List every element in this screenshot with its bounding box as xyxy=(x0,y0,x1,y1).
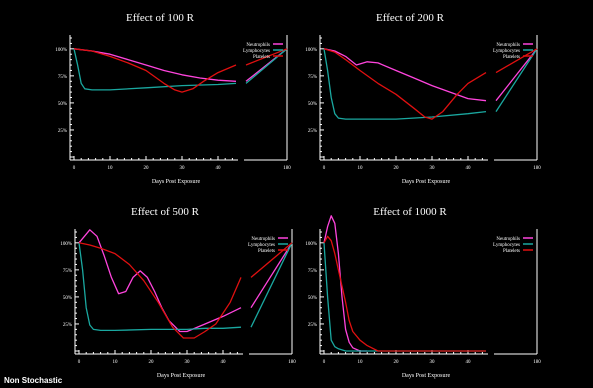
x-axis-label: Days Post Exposure xyxy=(152,179,201,185)
x-tick-label: 20 xyxy=(394,360,400,365)
series-tail-platelets xyxy=(245,48,288,66)
legend-label: Platelets xyxy=(253,55,270,60)
y-tick-label: 50% xyxy=(308,296,317,301)
series-line-platelets xyxy=(78,242,242,339)
x-tick-label: 20 xyxy=(149,360,155,365)
y-tick-label: 100% xyxy=(55,48,67,53)
x-axis-label: Days Post Exposure xyxy=(402,179,451,185)
series-line-platelets xyxy=(323,48,487,120)
x-tick-label: 180 xyxy=(283,166,291,171)
legend-label: Platelets xyxy=(258,249,275,254)
y-tick-label: 75% xyxy=(58,75,67,80)
chart-title: Effect of 100 R xyxy=(126,12,195,24)
x-tick-label: 20 xyxy=(144,166,150,171)
series-tail-platelets xyxy=(495,48,538,74)
x-tick-label: 40 xyxy=(466,166,472,171)
x-tick-label: 180 xyxy=(288,360,296,365)
y-tick-label: 75% xyxy=(63,269,72,274)
y-tick-label: 100% xyxy=(305,48,317,53)
chart-title: Effect of 200 R xyxy=(376,12,445,24)
x-tick-label: 30 xyxy=(430,360,436,365)
x-tick-label: 10 xyxy=(113,360,119,365)
x-tick-label: 0 xyxy=(78,360,81,365)
series-line-platelets xyxy=(323,235,486,352)
y-tick-label: 50% xyxy=(63,296,72,301)
legend-label: Neutrophils xyxy=(496,237,520,242)
x-tick-label: 10 xyxy=(108,166,114,171)
series-line-lymphocytes xyxy=(78,242,242,332)
series-line-neutrophils xyxy=(78,229,242,333)
legend-label: Lymphocytes xyxy=(493,49,520,54)
y-tick-label: 25% xyxy=(63,323,72,328)
y-tick-label: 25% xyxy=(308,129,317,134)
legend-label: Neutrophils xyxy=(246,43,270,48)
x-tick-label: 20 xyxy=(394,166,400,171)
legend-label: Platelets xyxy=(503,55,520,60)
x-tick-label: 0 xyxy=(73,166,76,171)
y-tick-label: 25% xyxy=(58,129,67,134)
chart-panel-3: Effect of 500 R 100% 75% 50% 25% 0 10 20 30 40 180… xyxy=(60,206,296,379)
series-line-neutrophils xyxy=(323,48,487,102)
y-tick-label: 100% xyxy=(60,242,72,247)
legend-label: Neutrophils xyxy=(496,43,520,48)
y-tick-label: 50% xyxy=(308,102,317,107)
x-tick-label: 40 xyxy=(221,360,227,365)
series-tail-neutrophils xyxy=(250,242,293,309)
chart-title: Effect of 500 R xyxy=(131,206,200,218)
x-axis-label: Days Post Exposure xyxy=(157,373,206,379)
series-line-lymphocytes xyxy=(323,242,486,352)
x-tick-label: 40 xyxy=(216,166,222,171)
series-tail-lymphocytes xyxy=(495,48,538,112)
x-tick-label: 30 xyxy=(185,360,191,365)
series-tail-platelets xyxy=(250,242,293,278)
series-tail-neutrophils xyxy=(495,48,538,102)
legend-label: Lymphocytes xyxy=(493,243,520,248)
series-line-neutrophils xyxy=(73,48,237,82)
x-tick-label: 180 xyxy=(533,360,541,365)
footer-label: Non Stochastic xyxy=(4,376,63,385)
chart-panel-2: Effect of 200 R 100% 75% 50% 25% 0 10 20 30 40 180… xyxy=(305,12,541,185)
y-tick-label: 75% xyxy=(308,269,317,274)
chart-panel-4: Effect of 1000 R 100% 75% 50% 25% 0 10 20 30 40 18… xyxy=(305,206,541,379)
x-tick-label: 10 xyxy=(358,360,364,365)
series-line-lymphocytes xyxy=(323,48,487,120)
legend-label: Lymphocytes xyxy=(243,49,270,54)
series-tail-lymphocytes xyxy=(245,48,288,84)
series-line-platelets xyxy=(73,48,237,93)
legend-label: Neutrophils xyxy=(251,237,275,242)
y-tick-label: 100% xyxy=(305,242,317,247)
x-axis-label: Days Post Exposure xyxy=(402,373,451,379)
x-tick-label: 10 xyxy=(358,166,364,171)
x-tick-label: 30 xyxy=(430,166,436,171)
series-line-neutrophils xyxy=(323,215,368,352)
x-tick-label: 0 xyxy=(323,166,326,171)
legend-label: Platelets xyxy=(503,249,520,254)
x-tick-label: 40 xyxy=(466,360,472,365)
x-tick-label: 30 xyxy=(180,166,186,171)
chart-panel-1: Effect of 100 R 100% 75% 50% 25% 0 10 20 30 40 180… xyxy=(55,12,291,185)
x-tick-label: 180 xyxy=(533,166,541,171)
y-tick-label: 75% xyxy=(308,75,317,80)
x-tick-label: 0 xyxy=(323,360,326,365)
y-tick-label: 50% xyxy=(58,102,67,107)
series-tail-lymphocytes xyxy=(250,242,293,328)
series-line-lymphocytes xyxy=(73,48,237,91)
chart-title: Effect of 1000 R xyxy=(373,206,447,218)
legend-label: Lymphocytes xyxy=(248,243,275,248)
y-tick-label: 25% xyxy=(308,323,317,328)
